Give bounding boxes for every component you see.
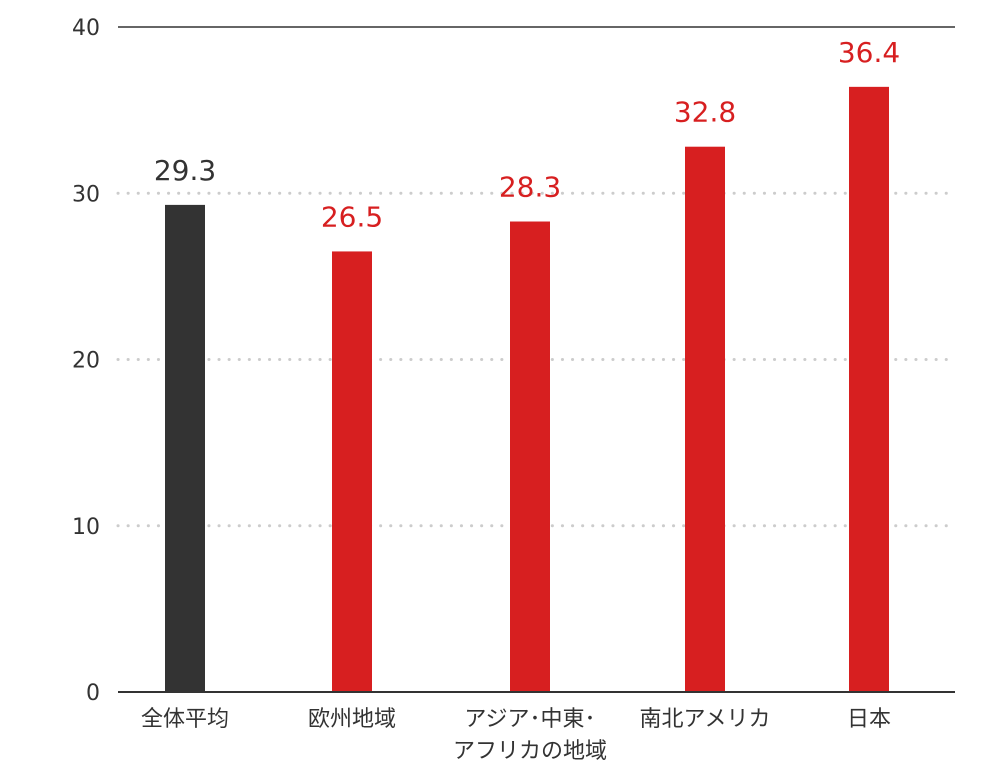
y-tick-label: 30 (72, 182, 100, 207)
data-label: 28.3 (499, 171, 561, 204)
y-tick-label: 40 (72, 16, 100, 41)
data-label: 36.4 (838, 36, 900, 69)
y-tick-label: 0 (86, 681, 100, 706)
data-label: 29.3 (154, 154, 216, 187)
bar (510, 221, 550, 692)
x-tick-label: アジア･中東･ アフリカの地域 (452, 707, 608, 764)
x-tick-label: 欧州地域 (307, 707, 397, 732)
x-tick-label: 南北アメリカ (639, 707, 771, 732)
bar (165, 204, 205, 692)
x-tick-label: 全体平均 (140, 707, 230, 732)
y-tick-label: 10 (72, 515, 100, 540)
data-label: 32.8 (674, 96, 736, 129)
data-label: 26.5 (321, 200, 383, 233)
bar (849, 86, 889, 693)
bar (685, 146, 725, 692)
x-tick-label: 日本 (846, 707, 892, 732)
y-tick-label: 20 (72, 349, 100, 374)
bar (332, 251, 372, 692)
